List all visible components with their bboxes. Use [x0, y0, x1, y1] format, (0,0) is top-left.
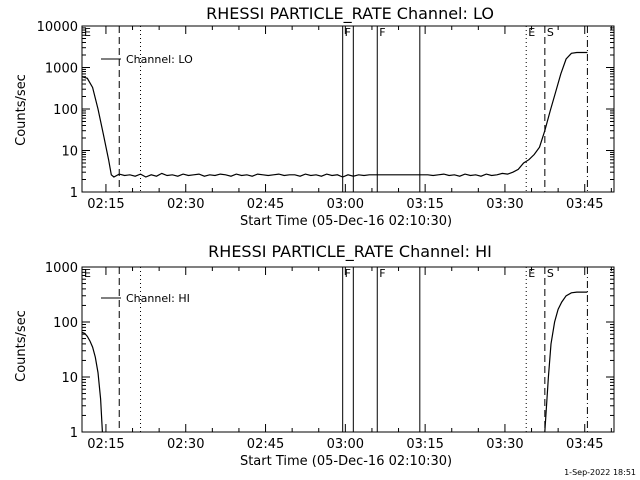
x-tick-label: 02:15: [87, 437, 124, 452]
event-marker-label: F: [379, 267, 385, 280]
y-tick-label: 1000: [45, 62, 78, 77]
x-tick-label: 03:45: [566, 437, 603, 452]
x-tick-label: 03:30: [486, 197, 523, 212]
legend: Channel: HI: [101, 292, 190, 305]
x-tick-label: 02:45: [247, 197, 284, 212]
legend-entry: Channel: LO: [126, 53, 193, 66]
chart-panel-lo: RHESSI PARTICLE_RATE Channel: LO Counts/…: [14, 4, 615, 229]
y-tick-label: 10: [61, 371, 78, 386]
x-tick-label: 02:15: [87, 197, 124, 212]
y-axis-label: Counts/sec: [14, 310, 29, 382]
event-marker-label: F: [379, 26, 385, 39]
chart-title: RHESSI PARTICLE_RATE Channel: LO: [206, 4, 494, 24]
event-marker-label: S: [547, 26, 554, 39]
legend: Channel: LO: [101, 53, 193, 66]
x-tick-label: 03:00: [327, 197, 364, 212]
series-line: [81, 51, 588, 178]
y-tick-label: 10000: [37, 20, 78, 35]
x-tick-label: 03:30: [486, 437, 523, 452]
legend-entry: Channel: HI: [126, 292, 190, 305]
x-tick-label: 02:30: [167, 197, 204, 212]
event-marker-label: F: [345, 26, 351, 39]
y-tick-label: 1000: [45, 261, 78, 276]
chart-title: RHESSI PARTICLE_RATE Channel: HI: [208, 242, 492, 262]
x-axis-label: Start Time (05-Dec-16 02:10:30): [240, 454, 452, 469]
event-marker-label: S: [547, 267, 554, 280]
y-axis-label: Counts/sec: [14, 74, 29, 146]
series-line: [81, 291, 588, 433]
event-marker-label: F: [345, 267, 351, 280]
y-tick-label: 1: [70, 186, 78, 201]
y-tick-label: 100: [53, 316, 78, 331]
event-marker-label: E: [84, 26, 91, 39]
date-stamp: 1-Sep-2022 18:51: [564, 468, 636, 477]
x-tick-label: 03:00: [327, 437, 364, 452]
y-tick-label: 1: [70, 426, 78, 441]
x-axis-label: Start Time (05-Dec-16 02:10:30): [240, 214, 452, 229]
x-tick-label: 03:15: [406, 437, 443, 452]
event-marker-label: E: [528, 26, 535, 39]
x-tick-label: 02:45: [247, 437, 284, 452]
y-tick-label: 100: [53, 103, 78, 118]
x-tick-label: 03:15: [406, 197, 443, 212]
x-tick-label: 03:45: [566, 197, 603, 212]
event-marker-label: E: [84, 267, 91, 280]
chart-panel-hi: RHESSI PARTICLE_RATE Channel: HI Counts/…: [14, 242, 615, 469]
event-marker-label: E: [528, 267, 535, 280]
x-tick-label: 02:30: [167, 437, 204, 452]
y-tick-label: 10: [61, 145, 78, 160]
